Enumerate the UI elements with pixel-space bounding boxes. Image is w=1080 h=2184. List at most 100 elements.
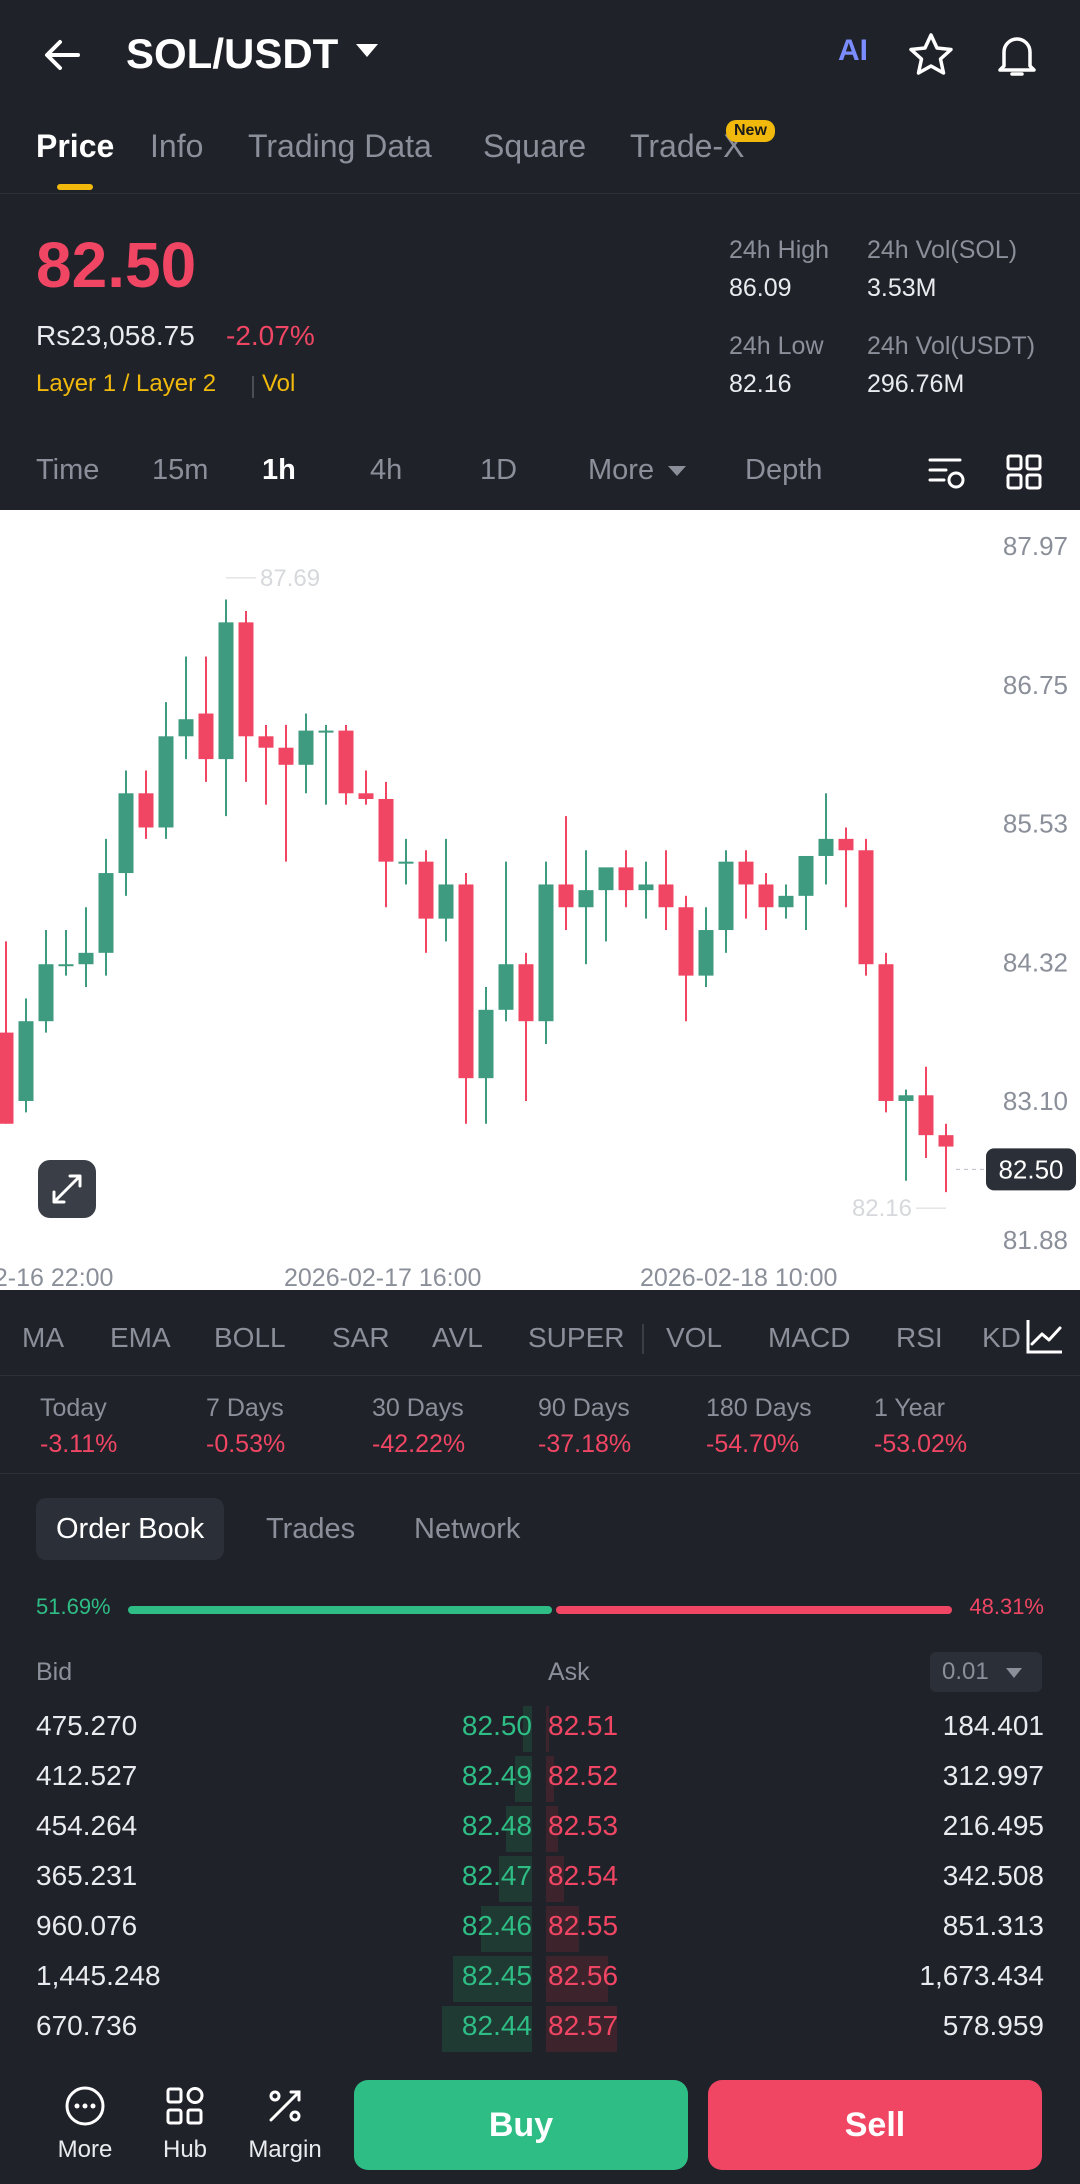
buy-button[interactable]: Buy bbox=[354, 2080, 688, 2170]
ask-depth-bar bbox=[546, 1706, 549, 1752]
candle-body bbox=[538, 884, 554, 1022]
tf-1h[interactable]: 1h bbox=[262, 454, 296, 486]
ind-kd[interactable]: KD bbox=[982, 1322, 1021, 1353]
ask-percentage: 48.31% bbox=[969, 1594, 1044, 1619]
ask-price: 82.54 bbox=[548, 1860, 619, 1891]
y-tick-label: 87.97 bbox=[1003, 531, 1068, 561]
tab-price[interactable]: Price bbox=[36, 128, 115, 164]
perf-value: -54.70% bbox=[706, 1430, 800, 1458]
candle-body bbox=[898, 1095, 914, 1101]
bell-icon[interactable] bbox=[992, 30, 1042, 80]
vol-tag[interactable]: Vol bbox=[262, 370, 296, 397]
book-row[interactable]: 960.076 82.46 82.55 851.313 bbox=[0, 1902, 1080, 1952]
tf-1d[interactable]: 1D bbox=[480, 454, 518, 486]
tf-more[interactable]: More bbox=[588, 454, 655, 486]
candle-body bbox=[518, 964, 534, 1022]
grid-layout-icon[interactable] bbox=[1004, 452, 1044, 492]
perf-label: 7 Days bbox=[206, 1394, 284, 1422]
candle-body bbox=[678, 907, 694, 976]
back-arrow-icon[interactable] bbox=[38, 30, 88, 80]
category-tag[interactable]: Layer 1 / Layer 2 bbox=[36, 370, 217, 397]
ind-vol[interactable]: VOL bbox=[666, 1322, 723, 1353]
candle-body bbox=[658, 884, 674, 908]
hub-grid-icon bbox=[166, 2087, 204, 2125]
star-icon[interactable] bbox=[906, 30, 956, 80]
sell-button[interactable]: Sell bbox=[708, 2080, 1042, 2170]
ind-ma[interactable]: MA bbox=[22, 1322, 64, 1353]
bid-price: 82.47 bbox=[461, 1860, 532, 1891]
book-row[interactable]: 1,445.248 82.45 82.56 1,673.434 bbox=[0, 1952, 1080, 2002]
tab-trades[interactable]: Trades bbox=[266, 1513, 356, 1545]
tab-trading-data[interactable]: Trading Data bbox=[248, 128, 432, 164]
chart-settings-icon[interactable] bbox=[926, 452, 966, 492]
nav-margin-label: Margin bbox=[248, 2136, 322, 2163]
book-row[interactable]: 475.270 82.50 82.51 184.401 bbox=[0, 1702, 1080, 1752]
x-tick-label: 02-16 22:00 bbox=[0, 1264, 113, 1290]
tab-trade-x[interactable]: Trade-X bbox=[630, 128, 745, 164]
ind-macd[interactable]: MACD bbox=[768, 1322, 851, 1353]
bid-quantity: 412.527 bbox=[36, 1760, 138, 1791]
book-row[interactable]: 412.527 82.49 82.52 312.997 bbox=[0, 1752, 1080, 1802]
ind-avl[interactable]: AVL bbox=[432, 1322, 483, 1353]
tab-info[interactable]: Info bbox=[150, 128, 204, 164]
bid-depth-bar bbox=[499, 1856, 532, 1902]
tab-network[interactable]: Network bbox=[414, 1513, 521, 1545]
ask-price: 82.56 bbox=[548, 1960, 619, 1991]
price-chart[interactable]: 87.97 86.75 85.53 84.32 83.10 81.88 02-16 22:0… bbox=[0, 510, 1080, 1290]
tag-divider bbox=[252, 376, 254, 398]
precision-select[interactable]: 0.01 bbox=[930, 1652, 1042, 1692]
book-row[interactable]: 365.231 82.47 82.54 342.508 bbox=[0, 1852, 1080, 1902]
bid-depth-bar bbox=[453, 1956, 532, 2002]
stat-high-value: 86.09 bbox=[729, 274, 792, 302]
perf-value: -37.18% bbox=[538, 1430, 632, 1458]
ind-boll[interactable]: BOLL bbox=[214, 1322, 286, 1353]
candlestick-chart[interactable]: 87.97 86.75 85.53 84.32 83.10 81.88 02-16 22:0… bbox=[0, 510, 1080, 1290]
book-row[interactable]: 454.264 82.48 82.53 216.495 bbox=[0, 1802, 1080, 1852]
stat-vol-quote-label: 24h Vol(USDT) bbox=[867, 332, 1036, 360]
order-book: 475.270 82.50 82.51 184.401 412.527 82.49 82.5… bbox=[0, 1702, 1080, 2052]
bid-depth-bar bbox=[506, 1806, 532, 1852]
expand-chart-icon[interactable] bbox=[38, 1160, 96, 1218]
ind-sar[interactable]: SAR bbox=[332, 1322, 390, 1353]
candle-body bbox=[338, 730, 354, 794]
tf-time[interactable]: Time bbox=[36, 454, 100, 486]
y-tick-label: 83.10 bbox=[1003, 1086, 1068, 1116]
precision-caret-icon[interactable] bbox=[1006, 1668, 1022, 1678]
bid-price: 82.46 bbox=[461, 1910, 532, 1941]
pair-dropdown-caret-icon[interactable] bbox=[356, 44, 378, 57]
candle-body bbox=[198, 713, 214, 760]
ask-depth-bar bbox=[546, 2006, 617, 2052]
ask-quantity: 578.959 bbox=[942, 2010, 1044, 2041]
more-dots-icon bbox=[65, 2086, 105, 2126]
ask-quantity: 312.997 bbox=[942, 1760, 1044, 1791]
book-row[interactable]: 670.736 82.44 82.57 578.959 bbox=[0, 2002, 1080, 2052]
perf-label: 30 Days bbox=[372, 1394, 464, 1422]
ind-rsi[interactable]: RSI bbox=[896, 1322, 943, 1353]
ask-quantity: 851.313 bbox=[942, 1910, 1044, 1941]
bid-depth-bar bbox=[515, 1756, 532, 1802]
tab-square[interactable]: Square bbox=[483, 128, 587, 164]
indicator-settings-icon[interactable] bbox=[1022, 1314, 1066, 1358]
bid-quantity: 960.076 bbox=[36, 1910, 138, 1941]
ai-icon[interactable]: AI bbox=[838, 34, 868, 67]
bid-price: 82.48 bbox=[461, 1810, 532, 1841]
nav-hub[interactable]: Hub bbox=[140, 2084, 230, 2164]
tf-4h[interactable]: 4h bbox=[370, 454, 403, 486]
tf-depth[interactable]: Depth bbox=[745, 454, 823, 486]
pair-title[interactable]: SOL/USDT bbox=[126, 30, 339, 77]
ind-ema[interactable]: EMA bbox=[110, 1322, 171, 1353]
nav-more[interactable]: More bbox=[40, 2084, 130, 2164]
candle-body bbox=[298, 730, 314, 765]
ind-super[interactable]: SUPER bbox=[528, 1322, 625, 1353]
ask-depth-bar bbox=[546, 1956, 608, 2002]
stat-vol-base-value: 3.53M bbox=[867, 274, 937, 302]
nav-margin[interactable]: Margin bbox=[240, 2084, 330, 2164]
indicator-divider bbox=[642, 1324, 644, 1354]
tab-order-book[interactable]: Order Book bbox=[36, 1498, 225, 1560]
bid-price: 82.45 bbox=[461, 1960, 532, 1991]
tf-15m[interactable]: 15m bbox=[152, 454, 209, 486]
more-caret-icon[interactable] bbox=[668, 466, 686, 476]
perf-value: -3.11% bbox=[40, 1430, 118, 1458]
candle-body bbox=[558, 884, 574, 908]
perf-label: Today bbox=[40, 1394, 107, 1422]
